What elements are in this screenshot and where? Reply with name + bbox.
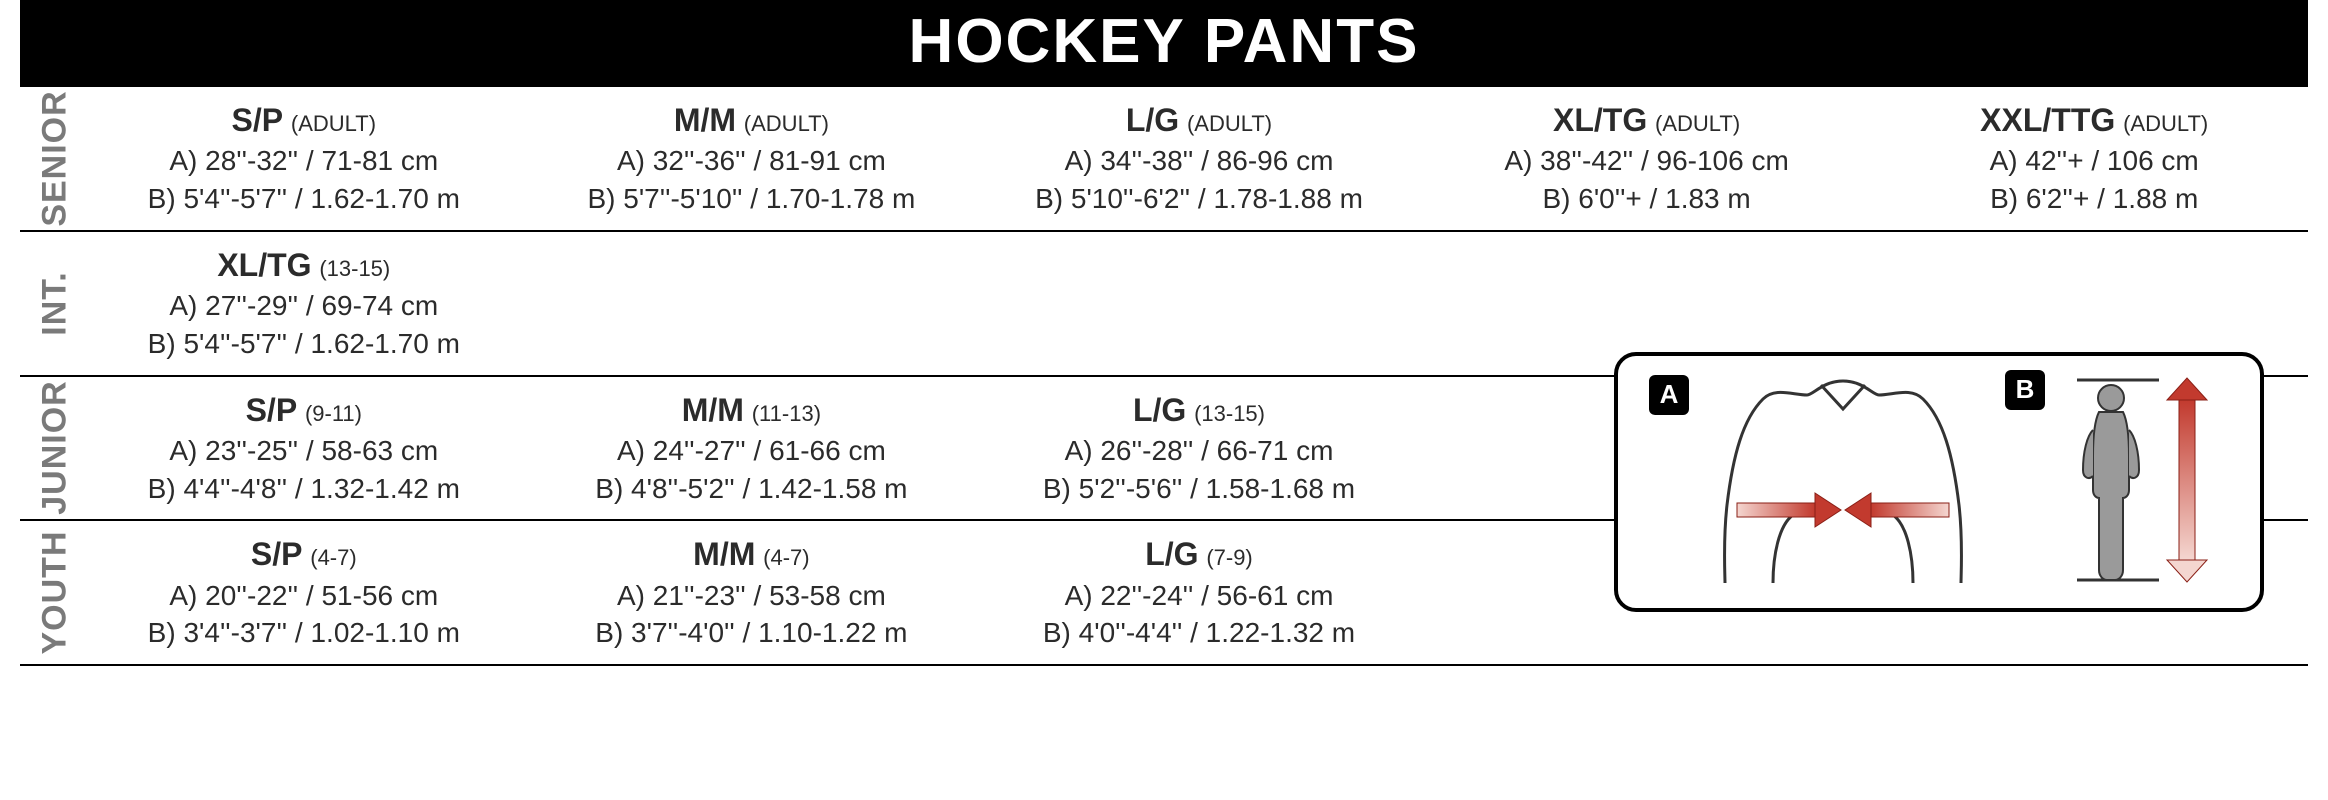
- height-figure-icon: [2059, 370, 2229, 595]
- size-code: S/P: [251, 536, 303, 572]
- measure-b: B) 4'0''-4'4'' / 1.22-1.32 m: [985, 614, 1413, 652]
- measure-a: A) 21''-23'' / 53-58 cm: [538, 577, 966, 615]
- measure-a: A) 32''-36'' / 81-91 cm: [538, 142, 966, 180]
- row-label: JUNIOR: [36, 381, 75, 515]
- measurement-legend: A: [1614, 352, 2264, 612]
- size-header: L/G (7-9): [985, 533, 1413, 576]
- size-age: (9-11): [305, 401, 362, 426]
- size-age: (ADULT): [744, 111, 829, 136]
- measure-b: B) 5'2''-5'6'' / 1.58-1.68 m: [985, 470, 1413, 508]
- size-chart: HOCKEY PANTS SENIOR S/P (ADULT) A) 28''-…: [0, 0, 2328, 696]
- row-columns: S/P (ADULT) A) 28''-32'' / 71-81 cm B) 5…: [90, 99, 2308, 218]
- size-code: M/M: [682, 392, 744, 428]
- row-label-cell: YOUTH: [20, 573, 90, 612]
- row-label: INT.: [35, 271, 74, 335]
- size-age: (11-13): [752, 401, 821, 426]
- size-cell: M/M (ADULT) A) 32''-36'' / 81-91 cm B) 5…: [538, 99, 966, 218]
- size-header: S/P (4-7): [90, 533, 518, 576]
- size-cell-empty: [1433, 244, 1861, 363]
- size-header: L/G (ADULT): [985, 99, 1413, 142]
- size-age: (7-9): [1206, 545, 1252, 570]
- size-cell: S/P (ADULT) A) 28''-32'' / 71-81 cm B) 5…: [90, 99, 518, 218]
- size-code: L/G: [1145, 536, 1198, 572]
- size-age: (ADULT): [2123, 111, 2208, 136]
- size-cell-empty: [538, 244, 966, 363]
- size-code: L/G: [1126, 102, 1179, 138]
- measure-b: B) 5'7''-5'10'' / 1.70-1.78 m: [538, 180, 966, 218]
- size-cell-empty: [985, 244, 1413, 363]
- size-header: M/M (11-13): [538, 389, 966, 432]
- size-code: XL/TG: [1553, 102, 1647, 138]
- measure-a: A) 34''-38'' / 86-96 cm: [985, 142, 1413, 180]
- row-label-cell: JUNIOR: [20, 428, 90, 467]
- row-label-cell: SENIOR: [20, 139, 90, 178]
- size-cell: S/P (4-7) A) 20''-22'' / 51-56 cm B) 3'4…: [90, 533, 518, 652]
- measure-a: A) 26''-28'' / 66-71 cm: [985, 432, 1413, 470]
- title-bar: HOCKEY PANTS: [20, 0, 2308, 87]
- row-senior: SENIOR S/P (ADULT) A) 28''-32'' / 71-81 …: [20, 87, 2308, 232]
- size-code: S/P: [232, 102, 284, 138]
- size-cell: XL/TG (ADULT) A) 38''-42'' / 96-106 cm B…: [1433, 99, 1861, 218]
- size-code: L/G: [1133, 392, 1186, 428]
- size-cell: XXL/TTG (ADULT) A) 42''+ / 106 cm B) 6'2…: [1880, 99, 2308, 218]
- size-header: XL/TG (ADULT): [1433, 99, 1861, 142]
- measure-b: B) 6'2''+ / 1.88 m: [1880, 180, 2308, 218]
- size-cell-empty: [1880, 244, 2308, 363]
- waist-figure-icon: [1703, 375, 1983, 590]
- size-age: (4-7): [763, 545, 809, 570]
- size-header: S/P (ADULT): [90, 99, 518, 142]
- chart-title: HOCKEY PANTS: [909, 7, 1420, 76]
- size-cell: L/G (7-9) A) 22''-24'' / 56-61 cm B) 4'0…: [985, 533, 1413, 652]
- size-cell: M/M (11-13) A) 24''-27'' / 61-66 cm B) 4…: [538, 389, 966, 508]
- measure-b: B) 3'4''-3'7'' / 1.02-1.10 m: [90, 614, 518, 652]
- size-age: (13-15): [1194, 401, 1265, 426]
- size-code: M/M: [693, 536, 755, 572]
- size-header: XXL/TTG (ADULT): [1880, 99, 2308, 142]
- row-columns: XL/TG (13-15) A) 27''-29'' / 69-74 cm B)…: [90, 244, 2308, 363]
- measure-b: B) 6'0''+ / 1.83 m: [1433, 180, 1861, 218]
- measure-a: A) 22''-24'' / 56-61 cm: [985, 577, 1413, 615]
- measure-a: A) 27''-29'' / 69-74 cm: [90, 287, 518, 325]
- size-age: (ADULT): [1187, 111, 1272, 136]
- measure-b: B) 4'8''-5'2'' / 1.42-1.58 m: [538, 470, 966, 508]
- size-cell: L/G (ADULT) A) 34''-38'' / 86-96 cm B) 5…: [985, 99, 1413, 218]
- size-age: (4-7): [310, 545, 356, 570]
- measure-a: A) 20''-22'' / 51-56 cm: [90, 577, 518, 615]
- measure-a: A) 38''-42'' / 96-106 cm: [1433, 142, 1861, 180]
- legend-badge-b: B: [2005, 370, 2045, 410]
- size-header: XL/TG (13-15): [90, 244, 518, 287]
- measure-a: A) 23''-25'' / 58-63 cm: [90, 432, 518, 470]
- size-cell: S/P (9-11) A) 23''-25'' / 58-63 cm B) 4'…: [90, 389, 518, 508]
- legend-b: B: [2005, 370, 2229, 595]
- size-header: L/G (13-15): [985, 389, 1413, 432]
- row-label: YOUTH: [36, 531, 75, 655]
- legend-a: A: [1649, 375, 1983, 590]
- measure-b: B) 5'4''-5'7'' / 1.62-1.70 m: [90, 325, 518, 363]
- size-header: M/M (4-7): [538, 533, 966, 576]
- row-label-cell: INT.: [20, 284, 90, 323]
- size-code: M/M: [674, 102, 736, 138]
- size-code: S/P: [246, 392, 298, 428]
- size-cell: M/M (4-7) A) 21''-23'' / 53-58 cm B) 3'7…: [538, 533, 966, 652]
- size-age: (ADULT): [291, 111, 376, 136]
- size-header: S/P (9-11): [90, 389, 518, 432]
- size-age: (ADULT): [1655, 111, 1740, 136]
- measure-b: B) 3'7''-4'0'' / 1.10-1.22 m: [538, 614, 966, 652]
- size-age: (13-15): [319, 256, 390, 281]
- measure-a: A) 24''-27'' / 61-66 cm: [538, 432, 966, 470]
- measure-a: A) 28''-32'' / 71-81 cm: [90, 142, 518, 180]
- measure-b: B) 5'4''-5'7'' / 1.62-1.70 m: [90, 180, 518, 218]
- size-cell: XL/TG (13-15) A) 27''-29'' / 69-74 cm B)…: [90, 244, 518, 363]
- size-header: M/M (ADULT): [538, 99, 966, 142]
- measure-b: B) 4'4''-4'8'' / 1.32-1.42 m: [90, 470, 518, 508]
- legend-badge-a: A: [1649, 375, 1689, 415]
- size-code: XL/TG: [217, 247, 311, 283]
- measure-a: A) 42''+ / 106 cm: [1880, 142, 2308, 180]
- size-cell: L/G (13-15) A) 26''-28'' / 66-71 cm B) 5…: [985, 389, 1413, 508]
- measure-b: B) 5'10''-6'2'' / 1.78-1.88 m: [985, 180, 1413, 218]
- row-label: SENIOR: [36, 90, 75, 226]
- size-code: XXL/TTG: [1980, 102, 2115, 138]
- size-rows: SENIOR S/P (ADULT) A) 28''-32'' / 71-81 …: [20, 87, 2308, 666]
